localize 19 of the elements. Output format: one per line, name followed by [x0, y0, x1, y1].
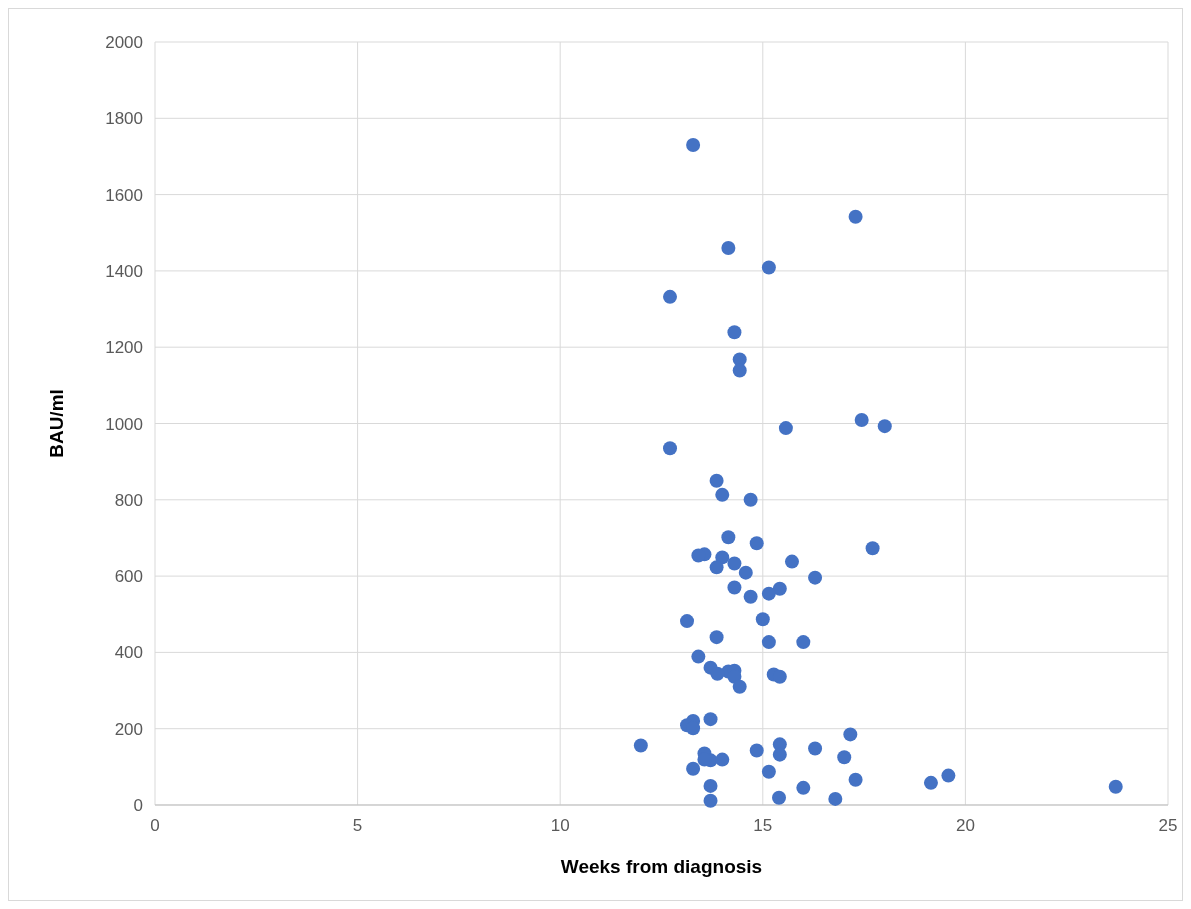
y-axis-title: BAU/ml: [46, 389, 67, 458]
y-tick-label: 400: [114, 643, 143, 663]
y-tick-label: 1800: [105, 109, 143, 129]
y-tick-label: 200: [114, 719, 143, 739]
x-tick-label: 15: [753, 816, 773, 835]
y-tick-label: 2000: [105, 33, 143, 52]
y-tick-label: 600: [114, 567, 143, 587]
x-tick-label: 25: [1158, 816, 1178, 835]
y-tick-label: 1600: [105, 185, 143, 205]
y-tick-label: 1400: [105, 261, 143, 281]
y-tick-label: 800: [114, 490, 143, 510]
x-tick-label: 0: [150, 816, 160, 835]
y-tick-label: 1000: [105, 414, 143, 434]
x-tick-label: 5: [352, 816, 363, 835]
y-tick-label: 1200: [105, 338, 143, 358]
x-tick-label: 10: [550, 816, 570, 835]
x-axis-title: Weeks from diagnosis: [560, 856, 763, 877]
y-tick-label: 0: [133, 796, 143, 815]
x-tick-label: 20: [955, 816, 975, 835]
